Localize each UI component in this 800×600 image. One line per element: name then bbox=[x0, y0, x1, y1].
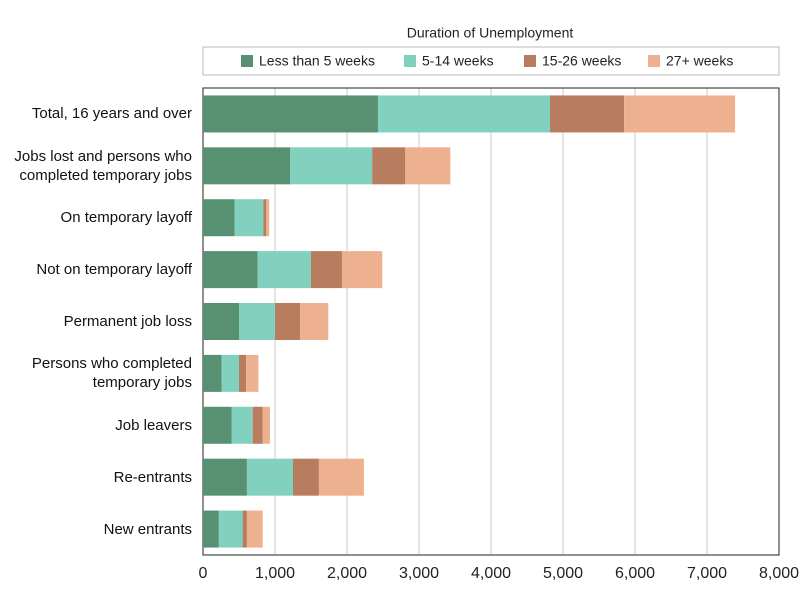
bar-segment bbox=[203, 147, 291, 185]
bar-segment bbox=[203, 199, 235, 237]
bar-segment bbox=[252, 406, 263, 444]
bar-segment bbox=[341, 251, 383, 289]
bar-segment bbox=[318, 458, 364, 496]
legend-box bbox=[202, 46, 780, 76]
bar-segment bbox=[221, 354, 239, 392]
bar-segment bbox=[234, 199, 264, 237]
bar-segment bbox=[263, 199, 267, 237]
bar-segment bbox=[203, 303, 239, 340]
bar-segment bbox=[246, 458, 293, 496]
y-tick-label: On temporary layoff bbox=[0, 194, 192, 242]
x-tick-label: 5,000 bbox=[543, 565, 583, 582]
x-tick-label: 8,000 bbox=[759, 565, 799, 582]
bar-segment bbox=[203, 510, 219, 548]
y-tick-label: Job leavers bbox=[0, 401, 192, 449]
category-text: Permanent job loss bbox=[63, 313, 192, 330]
bar-segment bbox=[290, 147, 373, 185]
legend-swatch bbox=[648, 55, 660, 67]
category-text: On temporary layoff bbox=[60, 209, 192, 227]
y-tick-label: New entrants bbox=[0, 505, 192, 553]
category-text: Re-entrants bbox=[113, 468, 192, 486]
bar-segment bbox=[203, 95, 378, 133]
y-tick-label: Jobs lost and persons who completed temp… bbox=[0, 142, 192, 190]
bar-segment bbox=[262, 406, 270, 444]
bar-segment bbox=[203, 458, 247, 496]
bar-segment bbox=[266, 199, 270, 237]
x-tick-label: 2,000 bbox=[327, 565, 367, 582]
bar-segment bbox=[377, 95, 551, 133]
bar-segment bbox=[300, 303, 329, 340]
bar-segment bbox=[203, 406, 232, 444]
category-text: Job leavers bbox=[115, 416, 192, 434]
legend-swatch bbox=[524, 55, 536, 67]
category-text: New entrants bbox=[103, 520, 192, 538]
category-text: Not on temporary layoff bbox=[36, 261, 192, 279]
y-tick-label: Persons who completed temporary jobs bbox=[0, 349, 192, 397]
bar-segment bbox=[246, 510, 263, 548]
legend-label: 5-14 weeks bbox=[422, 53, 494, 69]
bar-segment bbox=[203, 354, 222, 392]
legend-label: 15-26 weeks bbox=[542, 53, 621, 69]
bar-segment bbox=[311, 251, 342, 289]
legend-label: 27+ weeks bbox=[666, 53, 733, 69]
bar-segment bbox=[203, 251, 258, 289]
x-tick-label: 1,000 bbox=[255, 565, 295, 582]
category-text: Persons who completed temporary jobs bbox=[31, 355, 192, 392]
bar-segment bbox=[624, 95, 736, 133]
x-tick-label: 3,000 bbox=[399, 565, 439, 582]
y-tick-label: Total, 16 years and over bbox=[0, 90, 192, 138]
y-tick-label: Not on temporary layoff bbox=[0, 246, 192, 294]
bar-segment bbox=[275, 303, 301, 340]
bar-segment bbox=[257, 251, 311, 289]
bar-segment bbox=[239, 303, 275, 340]
x-tick-label: 7,000 bbox=[687, 565, 727, 582]
bar-segment bbox=[242, 510, 247, 548]
legend-title: Duration of Unemployment bbox=[407, 25, 574, 41]
bar-segment bbox=[239, 354, 247, 392]
category-text: Total, 16 years and over bbox=[31, 105, 192, 123]
y-tick-label: Permanent job loss bbox=[0, 298, 192, 346]
x-tick-label: 4,000 bbox=[471, 565, 511, 582]
legend-label: Less than 5 weeks bbox=[259, 53, 375, 69]
y-tick-label: Re-entrants bbox=[0, 453, 192, 501]
bar-segment bbox=[372, 147, 406, 185]
x-tick-label: 0 bbox=[199, 565, 208, 582]
legend-swatch bbox=[241, 55, 253, 67]
legend-swatch bbox=[404, 55, 416, 67]
bar-segment bbox=[293, 458, 319, 496]
category-text: Jobs lost and persons who completed temp… bbox=[14, 147, 192, 184]
bar-segment bbox=[231, 406, 253, 444]
bar-segment bbox=[218, 510, 243, 548]
bar-segment bbox=[246, 354, 259, 392]
x-tick-label: 6,000 bbox=[615, 565, 655, 582]
bar-segment bbox=[405, 147, 451, 185]
bar-segment bbox=[550, 95, 625, 133]
